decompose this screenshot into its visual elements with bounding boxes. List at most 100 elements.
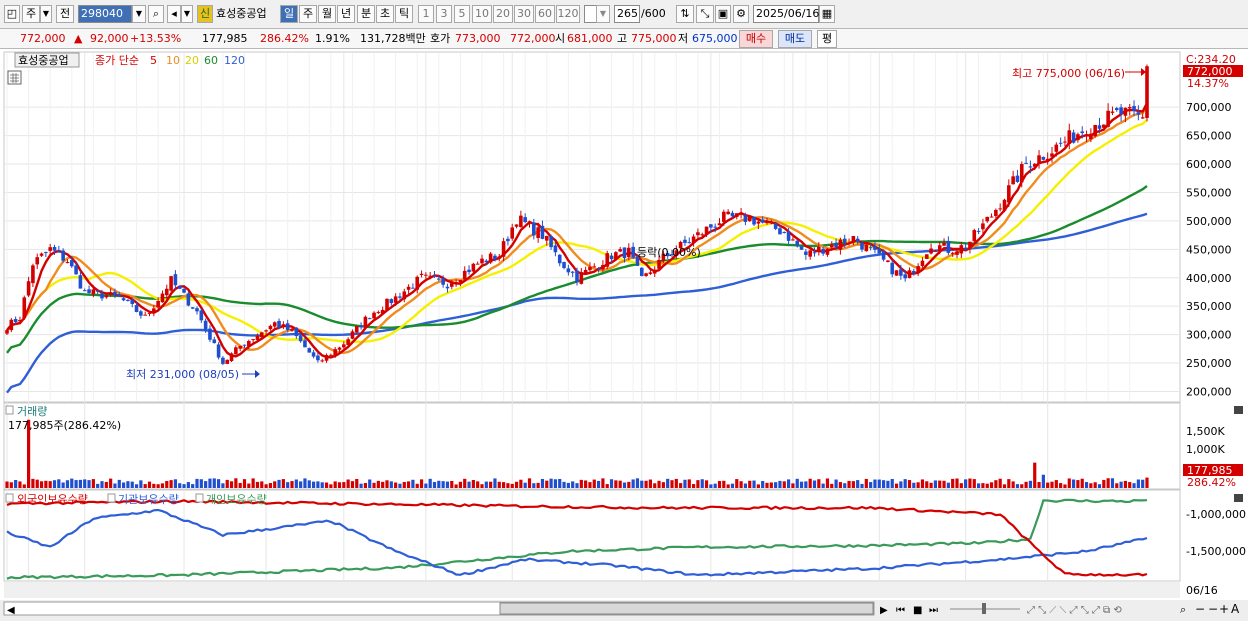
volume-bar [1007,479,1011,488]
candle-up [458,280,463,283]
trade-amount: 131,728백만 [360,32,426,45]
period-second-tab[interactable]: 초 [376,5,394,23]
type-select[interactable]: 주 [22,5,40,23]
candle-down [842,238,847,244]
minute-30-tab[interactable]: 30 [514,5,534,23]
minute-1-tab[interactable]: 1 [418,5,434,23]
volume-bar [484,481,488,488]
stop-icon[interactable]: ■ [913,605,922,616]
volume-bar [1115,483,1119,488]
zoom-out-icon[interactable]: − [1195,602,1205,616]
chart-area[interactable]: 700,000 650,000 600,000 550,000 500,000 450,0… [0,50,1248,621]
minute-5-tab[interactable]: 5 [454,5,470,23]
candle-down [1028,166,1033,168]
zoom-slider-handle[interactable] [982,603,986,614]
font-size-icon[interactable]: A [1231,602,1240,616]
calendar-icon[interactable]: ▦ [819,5,835,23]
type-dropdown-icon[interactable]: ▼ [40,5,52,23]
search-icon[interactable]: ⌕ [148,5,164,23]
scroll-left-icon[interactable]: ◀ [7,605,15,616]
candle-down [760,219,765,223]
period-tick-tab[interactable]: 틱 [395,5,413,23]
candle-up [454,282,458,285]
volume-bar [903,479,907,488]
period-day-tab[interactable]: 일 [280,5,298,23]
custom-period-dropdown-icon[interactable]: ▼ [596,5,610,23]
candle-up [817,247,821,253]
candle-down [683,239,687,243]
volume-bar [493,478,497,488]
candle-up [471,263,476,272]
candle-down [199,310,204,321]
speaker-dropdown-icon[interactable]: ▼ [181,5,193,23]
minute-60-tab[interactable]: 60 [535,5,555,23]
zoom-icon[interactable]: ⌕ [1180,603,1186,616]
volume-bar [1033,462,1037,488]
candle-up [968,241,972,249]
volume-bar [687,479,691,488]
zoom-reset-icon[interactable]: − [1208,602,1218,616]
draw-tools-icon[interactable]: ⤢ ⤡ ⟋ ⟍ ⤢ ⤡ ⤢ ⧉ ⟲ [1027,605,1122,616]
prev-button[interactable]: 전 [56,5,74,23]
candle-down [411,287,415,289]
code-dropdown-icon[interactable]: ▼ [132,5,146,23]
save-icon[interactable]: ▣ [715,5,731,23]
volume-bar [951,478,955,488]
scrollbar-thumb[interactable] [499,602,874,615]
volume-bar [186,482,190,488]
volume-bar [31,478,35,488]
candle-up [419,273,424,275]
last-page-icon[interactable]: ⏭ [929,605,938,616]
minute-3-tab[interactable]: 3 [436,5,452,23]
sell-button[interactable]: 매도 [778,30,812,48]
new-badge[interactable]: 신 [197,5,213,23]
period-year-tab[interactable]: 년 [337,5,355,23]
candle-up [35,257,40,265]
minute-10-tab[interactable]: 10 [472,5,492,23]
settings-icon[interactable]: ⚙ [733,5,749,23]
volume-bar [1015,484,1020,488]
candle-down [139,311,143,316]
price-pane[interactable] [3,51,1181,403]
candle-down [186,293,191,306]
candle-down [549,236,553,248]
volume-bar [497,481,501,488]
draw-tool-icon[interactable]: ⤡ [696,5,714,23]
stock-code-input[interactable]: 298040 [78,5,132,23]
volume-bar [601,478,605,488]
zoom-in-icon[interactable]: + [1219,602,1229,616]
volume-pane[interactable] [3,402,1181,490]
count-input[interactable]: 265 [614,5,640,23]
candle-down [121,298,126,301]
candle-down [743,215,748,222]
candle-down [203,320,208,330]
buy-button[interactable]: 매수 [739,30,773,48]
date-input[interactable]: 2025/06/16 [753,5,819,23]
scroll-right-icon[interactable]: ▶ [880,605,888,616]
volume-pane-maximize-icon[interactable] [1234,406,1243,414]
eval-button[interactable]: 평 [817,30,837,48]
minute-120-tab[interactable]: 120 [556,5,580,23]
speaker-icon[interactable]: ◂ [167,5,181,23]
volume-bar [411,479,415,488]
minute-20-tab[interactable]: 20 [493,5,513,23]
volume-bar [1020,484,1024,488]
candle-up [605,253,610,267]
window-icon[interactable]: ◰ [4,5,20,23]
price-change: 92,000 [90,32,129,45]
table-toggle-icon[interactable] [7,70,22,85]
volume-bar [78,479,83,488]
candle-up [527,221,532,224]
chart-type-icon[interactable]: ⇅ [676,5,694,23]
volume-bar [627,481,631,488]
ask-price: 772,000 [510,32,556,45]
candle-up [1063,141,1067,143]
period-minute-tab[interactable]: 분 [357,5,375,23]
holdings-pane[interactable] [3,489,1181,582]
first-page-icon[interactable]: ⏮ [896,605,905,616]
period-week-tab[interactable]: 주 [299,5,317,23]
period-month-tab[interactable]: 월 [318,5,336,23]
holdings-pane-maximize-icon[interactable] [1234,494,1243,502]
volume-bar [847,480,851,488]
candle-up [376,312,381,314]
